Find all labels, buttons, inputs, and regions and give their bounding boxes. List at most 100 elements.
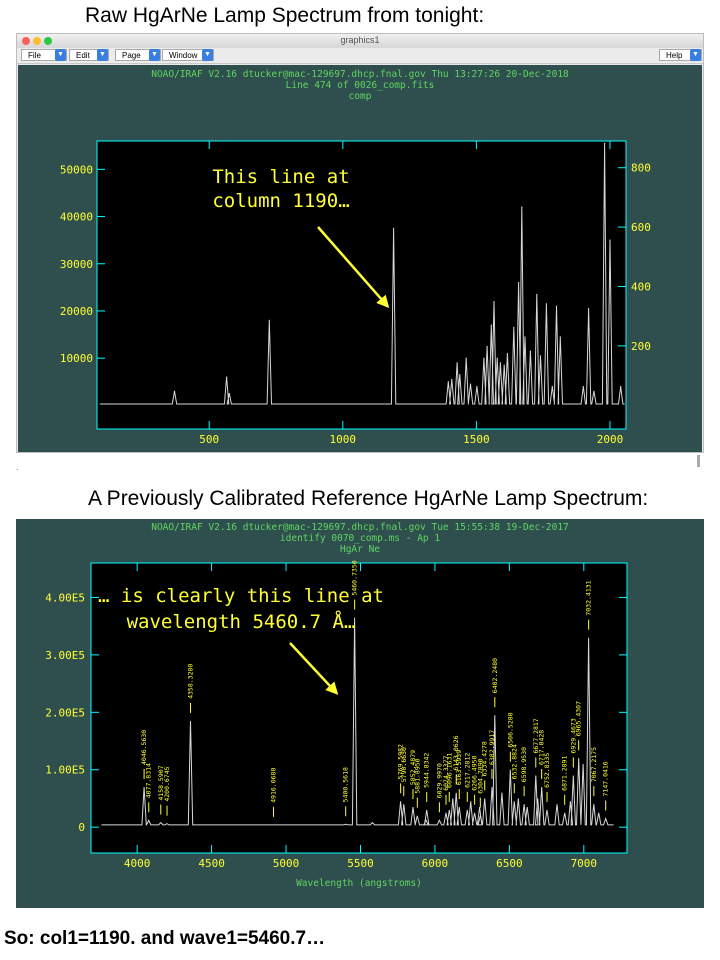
emission-line-peak [173,390,176,392]
line-id-label: 4046.5630 [140,730,148,765]
y-tick-label: 30000 [60,258,93,271]
edit-menu[interactable]: Edit ▼ [69,49,109,61]
emission-line-peak [551,385,553,388]
emission-line-peak [517,282,520,284]
plot-header-line: NOAO/IRAF V2.16 dtucker@mac-129697.dhcp.… [151,69,569,80]
chevron-down-icon: ▼ [202,49,213,61]
emission-line-peak [490,324,492,326]
emission-line-peak [604,142,606,144]
x-tick-label: 7000 [571,857,598,870]
line-id-label: 7067.2175 [590,747,598,782]
emission-line-peak [476,385,478,388]
x-tick-label: 1500 [463,433,490,446]
page-menu[interactable]: Page ▼ [115,49,161,61]
x-axis-label: Wavelength (angstroms) [296,878,422,889]
emission-line-peak [521,206,523,208]
emission-line-peak [225,376,228,378]
line-id-label: 4077.8314 [145,763,153,798]
graphics-window: graphics1 File ▼ Edit ▼ Page ▼ Window ▼ … [16,33,704,463]
emission-line-peak [609,239,611,241]
chevron-down-icon: ▼ [149,49,160,61]
line-id-label: 7147.0416 [602,761,610,796]
line-id-label: 6506.5280 [506,712,514,747]
emission-line-peak [582,385,584,388]
emission-line-peak [451,378,453,381]
x-tick-label: 6500 [496,857,523,870]
chevron-down-icon: ▼ [690,49,701,61]
line-id-label: 6871.2891 [561,756,569,791]
help-menu[interactable]: Help ▼ [659,49,702,61]
line-id-label: 5944.8342 [423,753,431,788]
line-id-label: 6266.4950 [471,755,479,790]
emission-line-peak [503,364,505,366]
line-id-label: 4200.6745 [163,766,171,801]
minimize-window-icon[interactable] [33,37,41,45]
line-id-label: 6096.1631 [445,753,453,788]
emission-line-peak [486,345,488,347]
plot-header-line: identify 0070_comp.ms - Ap 1 [280,533,440,544]
y-tick-label: 1.00E5 [45,764,85,777]
chevron-down-icon: ▼ [97,49,108,61]
zoom-window-icon[interactable] [44,37,52,45]
y-tick-label: 10000 [60,352,93,365]
line-id-label: 6304.7890 [476,758,484,793]
emission-line-peak [620,385,622,388]
x-tick-label: 2000 [597,433,624,446]
x-tick-label: 500 [199,433,219,446]
line-id-label: 6677.2817 [532,718,540,753]
x-tick-label: 4500 [198,857,225,870]
emission-line-peak [513,326,515,329]
file-menu[interactable]: File ▼ [21,49,67,61]
plot-header-line: HgAr Ne [340,544,380,555]
line-id-label: 5400.5618 [342,767,350,802]
emission-line-peak [539,355,542,357]
window-menu[interactable]: Window ▼ [162,49,214,61]
y-tick-label: 4.00E5 [45,591,85,604]
line-id-label: 6402.2480 [491,658,499,693]
plot-frame [96,140,627,430]
page-menu-label: Page [122,51,141,60]
x-tick-label: 5000 [273,857,300,870]
reference-spectrum-chart: NOAO/IRAF V2.16 dtucker@mac-129697.dhcp.… [45,522,628,889]
window-title: graphics1 [340,35,380,45]
emission-line-peak [459,374,461,376]
emission-line-peak [493,300,495,303]
spectrum-trace [101,617,614,826]
x-tick-label: 1000 [330,433,357,446]
y-tick-label: 40000 [60,211,93,224]
emission-line-peak [268,319,270,322]
line-id-label: 7032.4131 [585,580,593,615]
chevron-down-icon: ▼ [55,49,66,61]
emission-line-peak [536,293,538,296]
x-tick-label: 4000 [124,857,151,870]
emission-line-peak [524,336,526,338]
line-id-label: 6965.4307 [575,701,583,736]
x-tick-label: 6000 [422,857,449,870]
line-id-label: 6217.2812 [463,753,471,788]
line-id-label: 6029.9970 [435,763,443,798]
line-id-label: 6382.9917 [488,730,496,765]
y2-tick-label: 200 [631,340,651,353]
scrollbar-handle[interactable] [697,455,700,467]
annotation-text: wavelength 5460.7 Å… [127,610,356,633]
window-resize-mark: . [16,462,19,472]
window-menu-label: Window [169,51,198,60]
y-tick-label: 20000 [60,305,93,318]
close-window-icon[interactable] [22,37,30,45]
emission-line-peak [499,362,502,364]
line-id-label: 5790.6630 [400,747,408,782]
y2-tick-label: 600 [631,221,651,234]
line-id-label: 5852.4879 [409,750,417,785]
line-id-label: 6598.9530 [520,747,528,782]
emission-line-peak [506,352,508,355]
line-id-label: 6074.3377 [442,755,450,790]
line-id-label: 4916.0680 [269,768,277,803]
edit-menu-label: Edit [76,51,90,60]
y-tick-label: 50000 [60,163,93,176]
y-tick-label: 2.00E5 [45,706,85,719]
line-id-label: 6334.4278 [481,741,489,776]
raw-spectrum-chart: NOAO/IRAF V2.16 dtucker@mac-129697.dhcp.… [60,69,651,463]
emission-line-peak [465,357,467,359]
emission-line-peak [555,305,558,307]
line-id-label: 6532.8824 [510,744,518,779]
